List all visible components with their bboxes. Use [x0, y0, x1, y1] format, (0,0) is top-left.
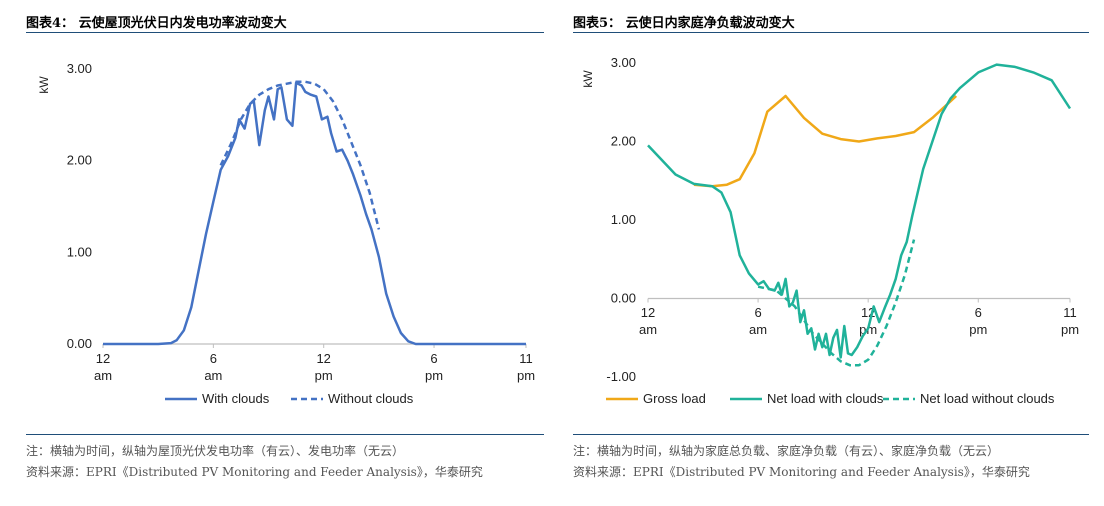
- legend-label: Gross load: [643, 391, 706, 406]
- y-tick-label: 2.00: [67, 153, 92, 168]
- x-tick-label: 12: [861, 305, 875, 320]
- figure-5-title: 图表5： 云使日内家庭净负载波动变大: [573, 16, 795, 31]
- figure-4-top-rule: [26, 32, 544, 33]
- y-tick-label: -1.00: [606, 369, 636, 384]
- x-tick-label: 6: [754, 305, 761, 320]
- x-tick-label: 6: [975, 305, 982, 320]
- x-tick-label: pm: [859, 322, 877, 337]
- figure-4-bottom-rule: [26, 434, 544, 435]
- figure-5-bottom-rule: [573, 434, 1089, 435]
- y-tick-label: 1.00: [67, 244, 92, 259]
- x-tick-label: 12: [641, 305, 655, 320]
- x-tick-label: 6: [430, 351, 437, 366]
- figure-4: 图表4： 云使屋顶光伏日内发电功率波动变大 kW 0.00 1.00 2.00 3.00…: [0, 0, 544, 506]
- x-tick-label: pm: [425, 368, 443, 383]
- y-axis-label: kW: [581, 70, 595, 88]
- y-tick-label: 1.00: [611, 212, 636, 227]
- x-tick-label: 11: [1063, 305, 1077, 320]
- figure-4-note: 注：横轴为时间，纵轴为屋顶光伏发电功率（有云）、发电功率（无云）: [26, 444, 405, 458]
- legend-label: Net load with clouds: [767, 391, 884, 406]
- y-tick-label: 3.00: [67, 61, 92, 76]
- series-line-without-clouds: [219, 80, 381, 230]
- figure-4-source: 资料来源：EPRI《Distributed PV Monitoring and …: [26, 465, 483, 479]
- series-line-net-load-without-clouds: [757, 239, 916, 367]
- x-tick-label: am: [639, 322, 657, 337]
- x-tick-label: 11: [519, 351, 533, 366]
- figure-5-source: 资料来源：EPRI《Distributed PV Monitoring and …: [573, 465, 1030, 479]
- figure-4-chart: kW 0.00 1.00 2.00 3.00 12 am 6 am 12 pm 6 pm 11 pm With…: [37, 61, 535, 406]
- figure-5-note: 注：横轴为时间，纵轴为家庭总负载、家庭净负载（有云）、家庭净负载（无云）: [573, 444, 1000, 458]
- legend-label: With clouds: [202, 391, 270, 406]
- y-tick-label: 3.00: [611, 55, 636, 70]
- x-tick-label: pm: [969, 322, 987, 337]
- y-axis-label: kW: [37, 76, 51, 94]
- y-tick-label: 2.00: [611, 134, 636, 149]
- x-tick-label: pm: [517, 368, 535, 383]
- x-tick-label: 6: [210, 351, 217, 366]
- x-tick-label: pm: [315, 368, 333, 383]
- x-tick-label: 12: [96, 351, 110, 366]
- legend-label: Net load without clouds: [920, 391, 1055, 406]
- figure-5-top-rule: [573, 32, 1089, 33]
- y-tick-label: 0.00: [67, 336, 92, 351]
- y-tick-label: 0.00: [611, 291, 636, 306]
- legend-label: Without clouds: [328, 391, 414, 406]
- x-tick-label: am: [94, 368, 112, 383]
- figure-4-title: 图表4： 云使屋顶光伏日内发电功率波动变大: [26, 16, 287, 31]
- x-tick-label: am: [749, 322, 767, 337]
- series-line-gross-load: [693, 94, 958, 188]
- x-tick-label: pm: [1061, 322, 1079, 337]
- series-line-net-load-with-clouds: [647, 63, 1072, 359]
- series-line-with-clouds: [103, 81, 526, 346]
- x-tick-label: 12: [316, 351, 330, 366]
- x-tick-label: am: [204, 368, 222, 383]
